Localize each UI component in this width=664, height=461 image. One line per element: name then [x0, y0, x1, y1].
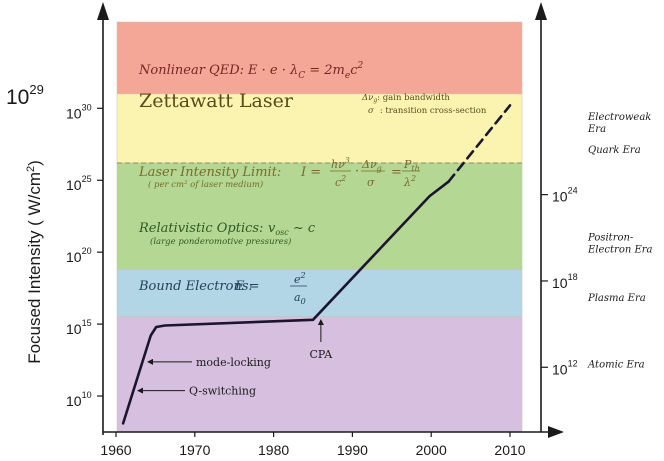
svg-text:Laser Intensity Limit:: Laser Intensity Limit: — [138, 165, 281, 180]
band-label-relativistic: Relativistic Optics: vosc ~ c (large pon… — [138, 221, 316, 247]
svg-text:( per cm² of laser medium): ( per cm² of laser medium) — [148, 179, 263, 190]
x-axis-arrow — [548, 426, 564, 438]
left-tick-label: 1030 — [66, 102, 92, 121]
svg-text:Pth: Pth — [403, 158, 420, 173]
right-tick-label: 1012 — [552, 358, 578, 377]
mode-locking-label: mode-locking — [196, 356, 271, 369]
left-tick-label: 1010 — [66, 390, 92, 409]
svg-text:a0: a0 — [294, 291, 306, 306]
annotations: mode-locking Q-switching CPA — [137, 319, 333, 398]
x-tick-label: 1990 — [337, 442, 368, 458]
band-label-nonlinear-qed: Nonlinear QED: E · e · λC = 2mec2 — [138, 61, 363, 81]
band-label-zettawatt: Zettawatt Laser — [139, 90, 294, 112]
left-tick-label: 1020 — [66, 246, 92, 265]
era-bands — [116, 21, 523, 433]
svg-text:hν3: hν3 — [331, 156, 350, 171]
x-tick-label: 1970 — [179, 442, 210, 458]
left-tick-label: 1025 — [66, 174, 92, 193]
definition-notes: Δνg: gain bandwidth σ: transition cross-… — [361, 93, 487, 116]
svg-text:Nonlinear QED:: Nonlinear QED: — [138, 63, 244, 78]
svg-text:E =: E = — [234, 279, 260, 294]
series-line-solid — [121, 180, 450, 425]
band-4 — [116, 316, 523, 433]
svg-text:E · e · λC = 2mec2: E · e · λC = 2mec2 — [247, 61, 363, 81]
svg-text:vosc ~ c: vosc ~ c — [268, 221, 316, 237]
left-y-axis-arrow — [97, 2, 109, 20]
era-label: Plasma Era — [587, 293, 646, 304]
svg-text:Δνg: gain bandwidth: Δνg: gain bandwidth — [361, 93, 450, 104]
band-label-laser-limit: Laser Intensity Limit: ( per cm² of lase… — [138, 156, 420, 190]
svg-text:e2: e2 — [294, 271, 306, 286]
y-axis-label: Focused Intensity ( W/cm2) — [25, 160, 44, 364]
svg-text:·: · — [355, 164, 359, 179]
svg-text:λ2: λ2 — [403, 174, 416, 189]
svg-text:I =: I = — [300, 165, 321, 180]
x-tick-label: 2000 — [416, 442, 447, 458]
x-tick-label: 1960 — [100, 442, 131, 458]
x-tick-label: 1980 — [258, 442, 289, 458]
band-label-bound-electrons: Bound Electrons: E = e2 a0 — [138, 271, 307, 306]
band-1 — [116, 93, 523, 164]
svg-text:c2: c2 — [335, 174, 346, 189]
band-0 — [116, 21, 523, 95]
intensity-series — [121, 104, 512, 425]
era-label: Electroweak Era — [587, 112, 651, 135]
series-line-dashed — [447, 104, 512, 183]
q-switching-label: Q-switching — [189, 385, 256, 398]
band-3 — [116, 269, 523, 318]
svg-text:Relativistic Optics:: Relativistic Optics: — [138, 221, 263, 236]
svg-text:σ: transition cross-section: σ: transition cross-section — [368, 106, 487, 116]
right-tick-labels: 1012 1018 1024 — [541, 186, 578, 377]
right-tick-label: 1024 — [552, 186, 578, 205]
era-label: Positron-Electron Era — [587, 233, 653, 256]
x-tick-labels: 1960 1970 1980 1990 2000 2010 — [100, 432, 526, 458]
svg-text:(large ponderomotive pressures: (large ponderomotive pressures) — [150, 236, 291, 247]
era-label: Atomic Era — [587, 359, 645, 370]
era-label: Quark Era — [588, 145, 641, 156]
right-tick-label: 1018 — [552, 272, 578, 291]
svg-text:=: = — [391, 165, 402, 180]
right-y-axis-arrow — [535, 2, 547, 20]
x-tick-label: 2010 — [494, 442, 525, 458]
svg-text:Bound Electrons:: Bound Electrons: — [138, 279, 253, 294]
left-tick-label: 1015 — [66, 318, 92, 337]
era-labels: Electroweak Era Quark Era Positron-Electron… — [587, 112, 653, 370]
cpa-label: CPA — [309, 348, 333, 361]
left-tick-labels: 1010 1015 1020 1025 1030 — [66, 102, 103, 409]
svg-text:Δνg: Δνg — [361, 158, 382, 173]
big-power-label: 1029 — [6, 82, 44, 109]
svg-text:σ: σ — [367, 176, 375, 189]
